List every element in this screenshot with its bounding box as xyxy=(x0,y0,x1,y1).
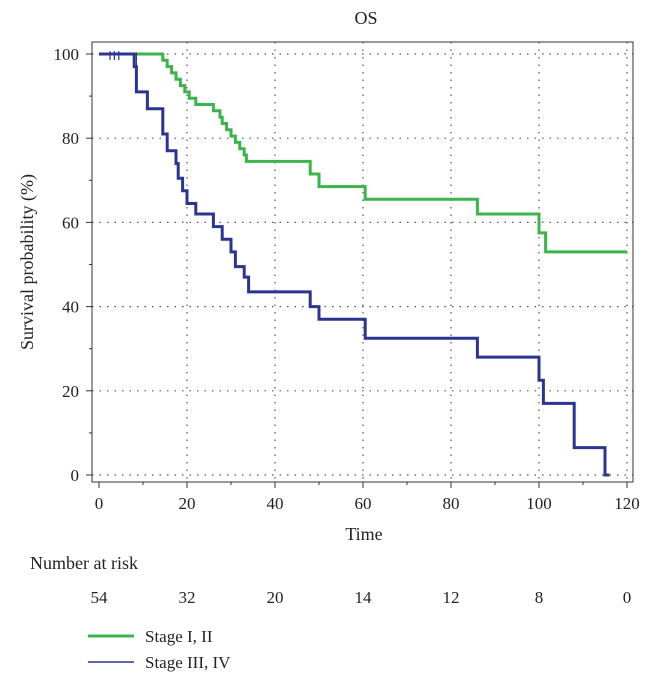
x-tick-label: 20 xyxy=(179,494,196,513)
axes: 0 20 40 60 80 100 120 0 20 40 60 80 100 xyxy=(54,41,640,513)
y-tick-label: 0 xyxy=(71,466,80,485)
y-axis-label: Survival probability (%) xyxy=(17,174,38,350)
series-group xyxy=(99,51,627,477)
risk-value: 0 xyxy=(623,588,632,607)
x-tick-label: 120 xyxy=(614,494,640,513)
series-line-2 xyxy=(99,52,610,477)
chart-title: OS xyxy=(354,8,377,28)
risk-value: 14 xyxy=(355,588,373,607)
y-tick-label: 40 xyxy=(62,298,79,317)
x-tick-label: 100 xyxy=(526,494,552,513)
plot-frame xyxy=(91,41,634,483)
series-line-1 xyxy=(99,52,627,254)
y-tick-label: 60 xyxy=(62,213,79,232)
y-tick-label: 80 xyxy=(62,129,79,148)
risk-value: 20 xyxy=(267,588,284,607)
legend-label-1: Stage I, II xyxy=(145,627,213,646)
x-tick-label: 80 xyxy=(443,494,460,513)
x-axis-label: Time xyxy=(345,524,382,544)
x-tick-label: 0 xyxy=(95,494,104,513)
risk-value: 32 xyxy=(179,588,196,607)
legend: Stage I, II Stage III, IV xyxy=(88,627,231,672)
risk-table-label: Number at risk xyxy=(30,553,138,573)
risk-value: 54 xyxy=(91,588,109,607)
grid xyxy=(92,42,633,482)
risk-table: 54 32 20 14 12 8 0 xyxy=(91,588,632,607)
x-tick-label: 40 xyxy=(267,494,284,513)
risk-value: 12 xyxy=(443,588,460,607)
y-tick-label: 20 xyxy=(62,382,79,401)
x-tick-label: 60 xyxy=(355,494,372,513)
y-tick-label: 100 xyxy=(54,45,80,64)
legend-label-2: Stage III, IV xyxy=(145,653,231,672)
risk-value: 8 xyxy=(535,588,544,607)
